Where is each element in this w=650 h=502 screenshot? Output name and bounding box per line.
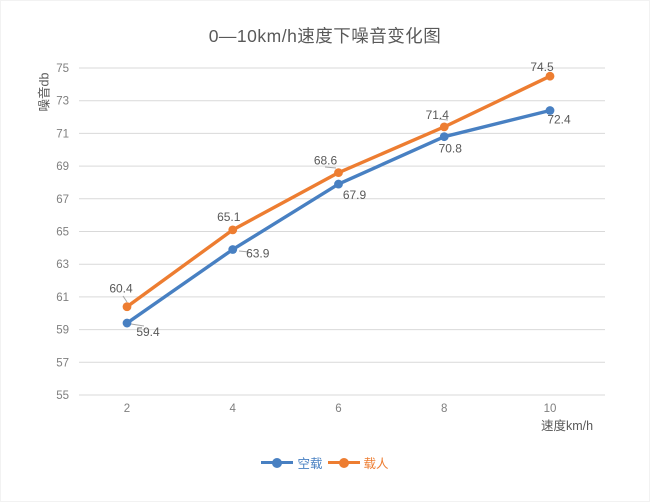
x-tick-label: 8 xyxy=(441,403,447,415)
x-tick-label: 2 xyxy=(124,403,130,415)
y-tick-label: 69 xyxy=(56,161,69,173)
data-label: 70.8 xyxy=(439,142,463,156)
series-line-空载 xyxy=(125,108,552,325)
data-label: 68.6 xyxy=(314,154,338,168)
legend-label: 空载 xyxy=(297,457,323,471)
data-label: 74.5 xyxy=(530,60,554,74)
x-axis-title: 速度km/h xyxy=(541,419,594,433)
y-tick-label: 63 xyxy=(56,259,69,271)
legend-item-empty-load: 空载 xyxy=(261,453,323,472)
data-point-marker xyxy=(439,132,449,142)
legend-item-with-passenger: 载人 xyxy=(327,453,389,472)
data-label-leader xyxy=(238,250,250,253)
data-label: 60.4 xyxy=(109,282,133,296)
y-tick-label: 55 xyxy=(56,390,69,402)
y-tick-label: 59 xyxy=(56,325,69,337)
y-tick-label: 65 xyxy=(56,227,69,239)
data-point-marker xyxy=(228,225,238,235)
data-point-marker xyxy=(334,168,343,178)
data-point-marker xyxy=(122,302,132,312)
y-tick-label: 75 xyxy=(56,63,69,75)
data-label-leader xyxy=(324,166,337,169)
line-marker-swatch-icon xyxy=(261,461,294,464)
x-tick-label: 10 xyxy=(544,403,557,415)
data-label-leader xyxy=(130,323,145,327)
data-label: 59.4 xyxy=(136,325,160,339)
y-tick-label: 57 xyxy=(56,357,69,369)
data-point-marker xyxy=(122,318,132,328)
data-label-leader xyxy=(438,118,449,121)
data-point-marker xyxy=(545,71,555,81)
series-line-载人 xyxy=(125,74,552,309)
data-label: 67.9 xyxy=(343,188,367,202)
data-point-marker xyxy=(228,245,238,254)
y-tick-label: 73 xyxy=(56,96,69,108)
y-tick-label: 67 xyxy=(56,194,69,206)
y-tick-label: 61 xyxy=(56,292,69,304)
data-label: 65.1 xyxy=(217,210,241,224)
x-tick-label: 6 xyxy=(335,403,341,415)
data-point-marker xyxy=(545,106,555,115)
line-marker-swatch-icon xyxy=(327,461,360,464)
legend-label: 载人 xyxy=(363,457,389,471)
data-label: 71.4 xyxy=(426,108,450,122)
y-tick-label: 71 xyxy=(56,128,69,140)
data-label: 72.4 xyxy=(547,113,571,127)
data-label: 63.9 xyxy=(246,246,270,260)
data-label-leader xyxy=(122,295,128,303)
x-tick-label: 4 xyxy=(230,403,237,415)
data-point-marker xyxy=(439,122,449,132)
chart-title: 0—10km/h速度下噪音变化图 xyxy=(208,26,442,46)
data-point-marker xyxy=(334,179,343,189)
chart-legend: 空载 载人 xyxy=(1,453,649,472)
